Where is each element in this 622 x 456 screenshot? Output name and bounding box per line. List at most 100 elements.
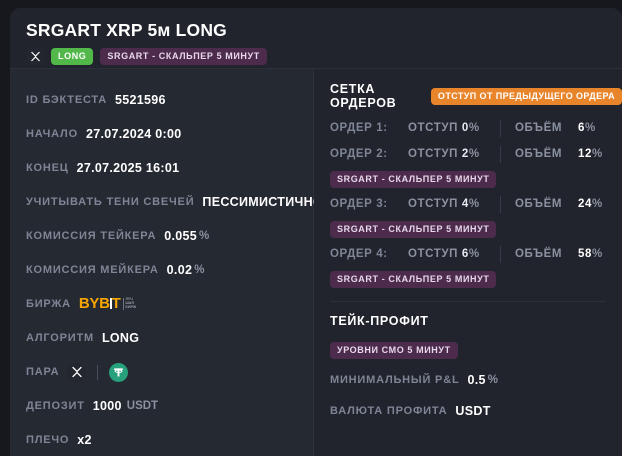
value-backtest-id: 5521596 (115, 93, 166, 107)
order-volume: ОБЪЁМ 12% (515, 148, 603, 160)
order-offset-unit: % (468, 148, 480, 160)
order-tag-line: SRGART - СКАЛЬПЕР 5 МИНУТ (330, 217, 622, 241)
order-volume-unit: % (592, 148, 603, 160)
xrp-icon (67, 362, 87, 382)
order-offset-unit: % (468, 122, 480, 134)
label-min-pnl: МИНИМАЛЬНЫЙ P&L (330, 373, 460, 386)
page-title: SRGART XRP 5м LONG (26, 20, 227, 40)
pair-separator (97, 364, 99, 380)
order-volume-label: ОБЪЁМ (515, 148, 563, 160)
value-algorithm: LONG (101, 331, 140, 345)
order-row: ОРДЕР 4: ОТСТУП 6% ОБЪЁМ 58% (330, 241, 622, 267)
row-start-date: НАЧАЛО 27.07.2024 0:00 (26, 117, 313, 151)
value-maker-fee: 0.02 (166, 263, 193, 277)
unit-maker-fee: % (194, 264, 205, 276)
order-divider (500, 195, 501, 213)
order-label: ОРДЕР 2: (330, 148, 388, 160)
strategy-badge[interactable]: SRGART - СКАЛЬПЕР 5 МИНУТ (100, 47, 267, 65)
unit-min-pnl: % (487, 373, 498, 386)
row-profit-currency: ВАЛЮТА ПРОФИТА USDT (330, 395, 622, 426)
label-taker-fee: КОМИССИЯ ТЕЙКЕРА (26, 230, 157, 242)
order-strategy-badge[interactable]: SRGART - СКАЛЬПЕР 5 МИНУТ (330, 220, 497, 238)
order-offset: ОТСТУП 0% (408, 122, 500, 134)
value-taker-fee: 0.055 (164, 229, 198, 243)
bybit-logo: BYB T ЛУЧ ШАЯ БИРЖ (78, 295, 137, 312)
order-divider (500, 145, 501, 163)
offset-mode-badge[interactable]: ОТСТУП ОТ ПРЕДЫДУЩЕГО ОРДЕРА (430, 87, 622, 105)
order-offset-label: ОТСТУП (408, 248, 459, 260)
order-label: ОРДЕР 1: (330, 122, 388, 134)
row-min-pnl: МИНИМАЛЬНЫЙ P&L 0.5 % (330, 364, 622, 395)
order-volume: ОБЪЁМ 24% (515, 198, 603, 210)
label-candle-shadows: УЧИТЫВАТЬ ТЕНИ СВЕЧЕЙ (26, 196, 195, 208)
backtest-summary-card: SRGART XRP 5м LONG LONG SRGART - СКАЛЬПЕ… (10, 8, 622, 456)
order-offset-value: 0 (461, 122, 469, 134)
label-maker-fee: КОМИССИЯ МЕЙКЕРА (26, 264, 159, 276)
orders-column: СЕТКА ОРДЕРОВ ОТСТУП ОТ ПРЕДЫДУЩЕГО ОРДЕ… (314, 69, 622, 456)
order-volume-label: ОБЪЁМ (515, 198, 563, 210)
row-end-date: КОНЕЦ 27.07.2025 16:01 (26, 151, 313, 185)
bybit-text-a: BYB (78, 295, 110, 312)
row-deposit: ДЕПОЗИТ 1000 USDT (26, 389, 313, 423)
order-volume-label: ОБЪЁМ (515, 122, 563, 134)
value-profit-currency: USDT (455, 403, 491, 418)
order-volume-unit: % (592, 248, 603, 260)
order-offset-value: 2 (461, 148, 469, 160)
order-offset: ОТСТУП 6% (408, 248, 500, 260)
row-leverage: ПЛЕЧО x2 (26, 423, 313, 456)
order-strategy-badge[interactable]: SRGART - СКАЛЬПЕР 5 МИНУТ (330, 270, 497, 288)
label-leverage: ПЛЕЧО (26, 434, 70, 446)
row-pair: ПАРА (26, 355, 313, 389)
direction-badge[interactable]: LONG (51, 47, 94, 65)
label-end-date: КОНЕЦ (26, 162, 69, 174)
order-label: ОРДЕР 3: (330, 198, 388, 210)
parameters-column: ID БЭКТЕСТА 5521596 НАЧАЛО 27.07.2024 0:… (10, 69, 323, 456)
unit-taker-fee: % (199, 230, 210, 242)
order-label: ОРДЕР 4: (330, 248, 388, 260)
order-offset: ОТСТУП 2% (408, 148, 500, 160)
value-leverage: x2 (77, 433, 92, 447)
order-tag-line: SRGART - СКАЛЬПЕР 5 МИНУТ (330, 167, 622, 191)
value-candle-shadows: ПЕССИМИСТИЧНО (202, 195, 323, 209)
unit-deposit: USDT (126, 400, 159, 412)
row-candle-shadows: УЧИТЫВАТЬ ТЕНИ СВЕЧЕЙ ПЕССИМИСТИЧНО (26, 185, 323, 219)
order-offset-unit: % (468, 248, 480, 260)
label-profit-currency: ВАЛЮТА ПРОФИТА (330, 404, 448, 417)
xrp-icon (26, 47, 44, 65)
order-tag-line: SRGART - СКАЛЬПЕР 5 МИНУТ (330, 267, 622, 291)
row-algorithm: АЛГОРИТМ LONG (26, 321, 313, 355)
value-end-date: 27.07.2025 16:01 (76, 161, 180, 175)
row-maker-fee: КОМИССИЯ МЕЙКЕРА 0.02 % (26, 253, 313, 287)
label-algorithm: АЛГОРИТМ (26, 332, 94, 344)
order-divider (500, 119, 501, 137)
order-offset-value: 6 (461, 248, 469, 260)
orders-section-header: СЕТКА ОРДЕРОВ ОТСТУП ОТ ПРЕДЫДУЩЕГО ОРДЕ… (330, 82, 622, 110)
take-profit-badge[interactable]: УРОВНИ СМО 5 МИНУТ (330, 341, 458, 359)
card-body: ID БЭКТЕСТА 5521596 НАЧАЛО 27.07.2024 0:… (10, 69, 622, 456)
row-backtest-id: ID БЭКТЕСТА 5521596 (26, 83, 313, 117)
order-offset-unit: % (468, 198, 480, 210)
order-offset-label: ОТСТУП (408, 198, 459, 210)
order-row: ОРДЕР 2: ОТСТУП 2% ОБЪЁМ 12% (330, 141, 622, 167)
label-pair: ПАРА (26, 366, 60, 378)
take-profit-section: ТЕЙК-ПРОФИТ УРОВНИ СМО 5 МИНУТ МИНИМАЛЬН… (330, 302, 622, 426)
row-exchange: БИРЖА BYB T ЛУЧ ШАЯ БИРЖ (26, 287, 313, 321)
order-volume-value: 24 (578, 198, 593, 210)
order-strategy-badge[interactable]: SRGART - СКАЛЬПЕР 5 МИНУТ (330, 170, 497, 188)
section-divider (330, 301, 606, 302)
label-backtest-id: ID БЭКТЕСТА (26, 94, 107, 106)
label-deposit: ДЕПОЗИТ (26, 400, 85, 412)
order-offset: ОТСТУП 4% (408, 198, 500, 210)
row-taker-fee: КОМИССИЯ ТЕЙКЕРА 0.055 % (26, 219, 313, 253)
order-volume-unit: % (585, 122, 596, 134)
bybit-tagline-line3: БИРЖ (125, 305, 137, 310)
header-tag-row: LONG SRGART - СКАЛЬПЕР 5 МИНУТ (26, 47, 606, 65)
bybit-wordmark: BYB T (78, 295, 121, 312)
bybit-bar-icon (109, 298, 112, 309)
value-start-date: 27.07.2024 0:00 (85, 127, 182, 141)
value-deposit: 1000 (92, 399, 122, 413)
order-volume: ОБЪЁМ 58% (515, 248, 603, 260)
usdt-icon (109, 362, 129, 382)
order-row: ОРДЕР 1: ОТСТУП 0% ОБЪЁМ 6% (330, 115, 622, 141)
order-offset-value: 4 (461, 198, 469, 210)
